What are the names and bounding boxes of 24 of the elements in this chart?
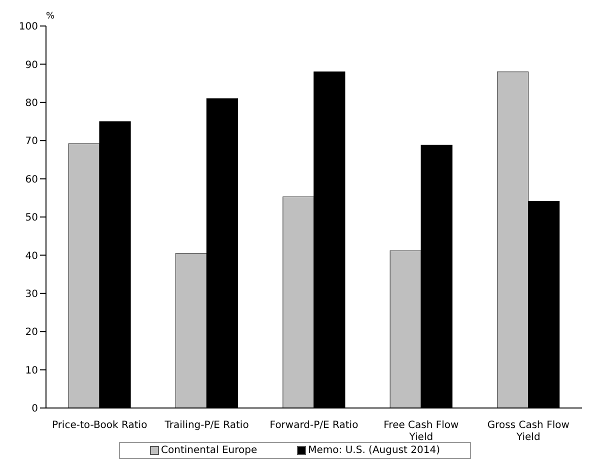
bar [390, 250, 422, 408]
y-tick-label: 60 [25, 174, 38, 186]
x-tick-label: Free Cash Flow Yield [384, 420, 459, 443]
y-tick-label: 40 [25, 250, 38, 262]
x-tick-label: Gross Cash Flow Yield [487, 420, 570, 443]
y-axis-title: % [46, 11, 55, 22]
x-tick-label: Forward-P/E Ratio [270, 420, 358, 431]
legend-label: Memo: U.S. (August 2014) [307, 445, 440, 456]
bar [175, 252, 208, 408]
legend-label: Continental Europe [160, 445, 258, 456]
bar [282, 196, 314, 408]
x-tick-label: Trailing-P/E Ratio [164, 420, 249, 431]
x-tick-label: Price-to-Book Ratio [52, 420, 148, 431]
y-tick-label: 10 [25, 365, 38, 376]
y-tick-label: 90 [25, 60, 38, 71]
y-tick-label: 20 [25, 327, 38, 338]
bar [497, 72, 529, 408]
bar [68, 143, 100, 408]
y-tick-label: 50 [25, 212, 38, 224]
y-tick-label: 80 [25, 98, 38, 109]
y-tick-label: 30 [25, 288, 38, 300]
y-tick-label: 100 [18, 22, 38, 33]
y-tick-label: 0 [32, 404, 38, 415]
y-tick-label: 70 [25, 136, 38, 148]
